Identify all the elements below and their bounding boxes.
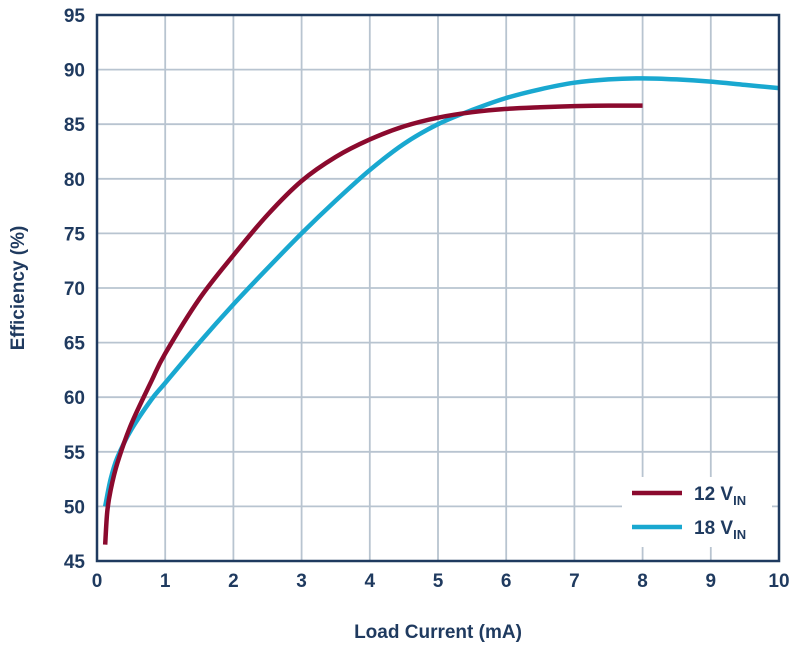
legend: 12 VIN 18 VIN <box>622 477 772 547</box>
x-tick-label: 7 <box>569 571 580 592</box>
legend-label: 18 VIN <box>694 518 746 542</box>
x-tick-label: 10 <box>768 571 789 592</box>
series-line-18-v <box>102 76 780 507</box>
x-tick-label: 3 <box>296 571 307 592</box>
x-tick-label: 9 <box>706 571 717 592</box>
x-tick-label: 2 <box>228 571 239 592</box>
legend-label: 12 VIN <box>694 484 746 508</box>
x-tick-label: 4 <box>365 571 376 592</box>
y-axis-label: Efficiency (%) <box>8 226 29 351</box>
x-tick-label: 0 <box>92 571 103 592</box>
series-line-12-v <box>102 103 643 545</box>
y-tick-label: 45 <box>64 552 86 573</box>
x-tick-label: 5 <box>433 571 444 592</box>
x-tick-label: 6 <box>501 571 512 592</box>
y-tick-label: 80 <box>64 170 85 191</box>
y-tick-label: 85 <box>64 115 86 136</box>
y-tick-labels: 45 50 55 60 65 70 75 80 85 90 95 <box>64 6 86 573</box>
x-tick-label: 1 <box>160 571 171 592</box>
x-tick-label: 8 <box>637 571 648 592</box>
y-tick-label: 70 <box>64 279 85 300</box>
y-tick-label: 60 <box>64 388 85 409</box>
y-tick-label: 50 <box>64 497 85 518</box>
plot-frame <box>95 13 781 563</box>
y-tick-label: 75 <box>64 224 86 245</box>
y-tick-label: 90 <box>64 61 85 82</box>
x-axis-label: Load Current (mA) <box>354 622 522 643</box>
y-tick-label: 65 <box>64 334 86 355</box>
y-tick-label: 55 <box>64 443 86 464</box>
legend-background <box>622 477 772 547</box>
series-lines <box>102 76 780 545</box>
x-tick-labels: 0 1 2 3 4 5 6 7 8 9 10 <box>92 571 790 592</box>
y-tick-label: 95 <box>64 6 86 27</box>
